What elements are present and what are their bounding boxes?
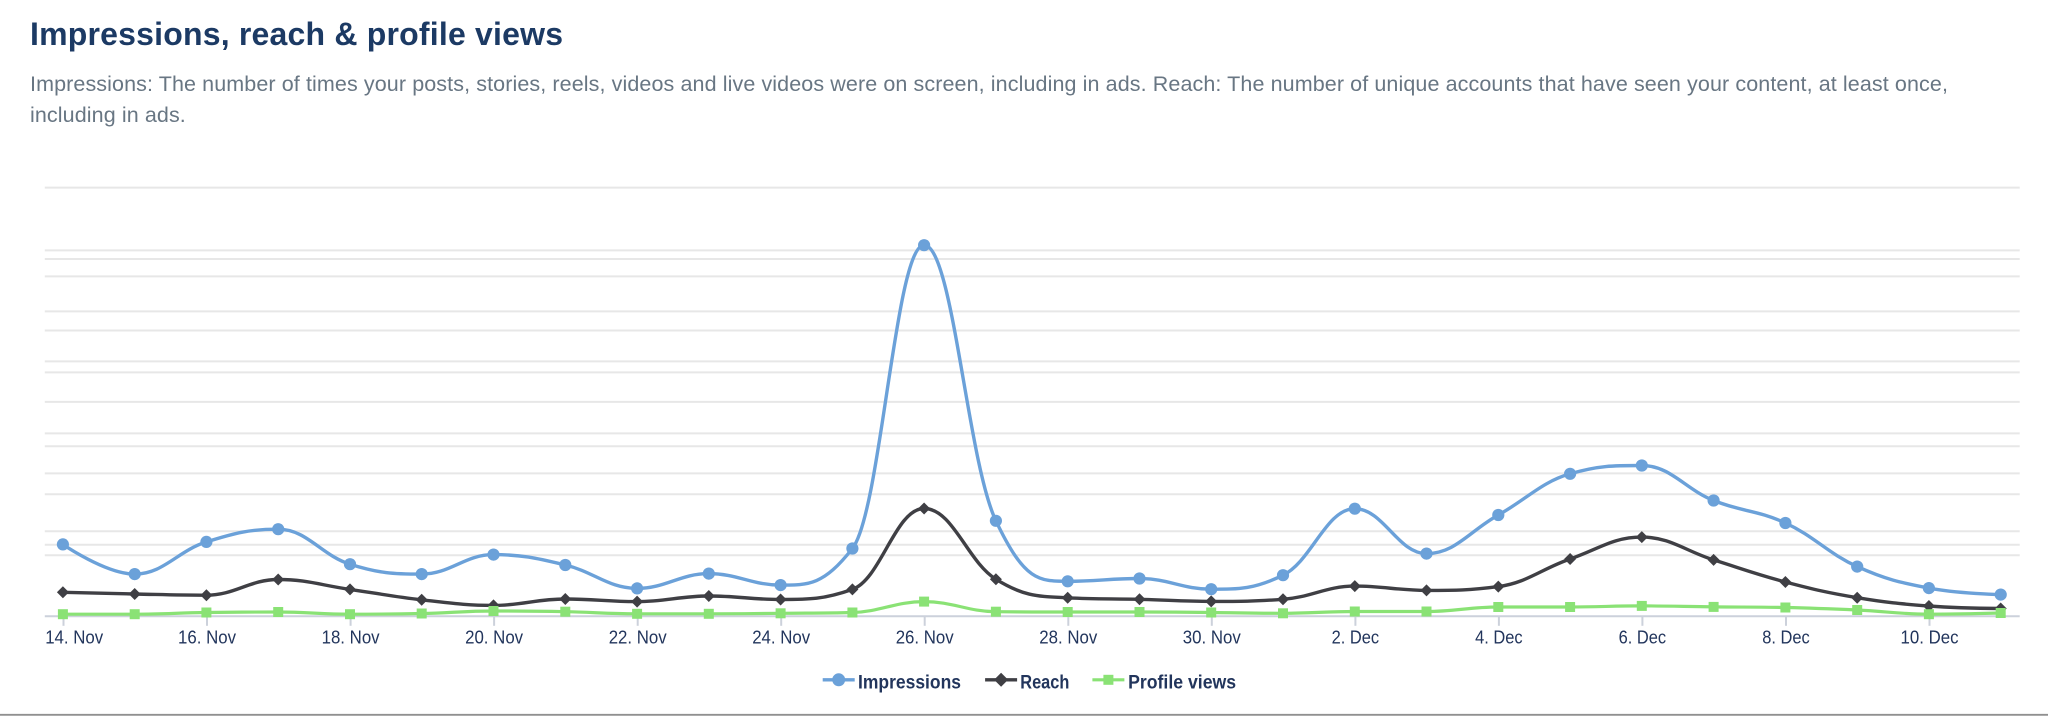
svg-text:24. Nov: 24. Nov <box>752 627 811 648</box>
svg-text:28. Nov: 28. Nov <box>1039 627 1098 648</box>
svg-text:10. Dec: 10. Dec <box>1901 627 1959 648</box>
svg-text:Profile views: Profile views <box>1128 672 1236 694</box>
svg-text:6. Dec: 6. Dec <box>1619 627 1667 648</box>
svg-text:8. Dec: 8. Dec <box>1762 627 1810 648</box>
svg-text:Reach: Reach <box>1020 672 1069 694</box>
svg-text:2. Dec: 2. Dec <box>1332 627 1380 648</box>
svg-text:30. Nov: 30. Nov <box>1183 627 1242 648</box>
svg-text:4. Dec: 4. Dec <box>1475 627 1523 648</box>
svg-text:22. Nov: 22. Nov <box>609 627 668 648</box>
svg-text:18. Nov: 18. Nov <box>322 627 381 648</box>
svg-text:14. Nov: 14. Nov <box>45 627 104 648</box>
svg-text:20. Nov: 20. Nov <box>465 627 524 648</box>
svg-text:16. Nov: 16. Nov <box>178 627 237 648</box>
svg-text:Impressions: Impressions <box>858 672 961 694</box>
svg-text:26. Nov: 26. Nov <box>896 627 955 648</box>
